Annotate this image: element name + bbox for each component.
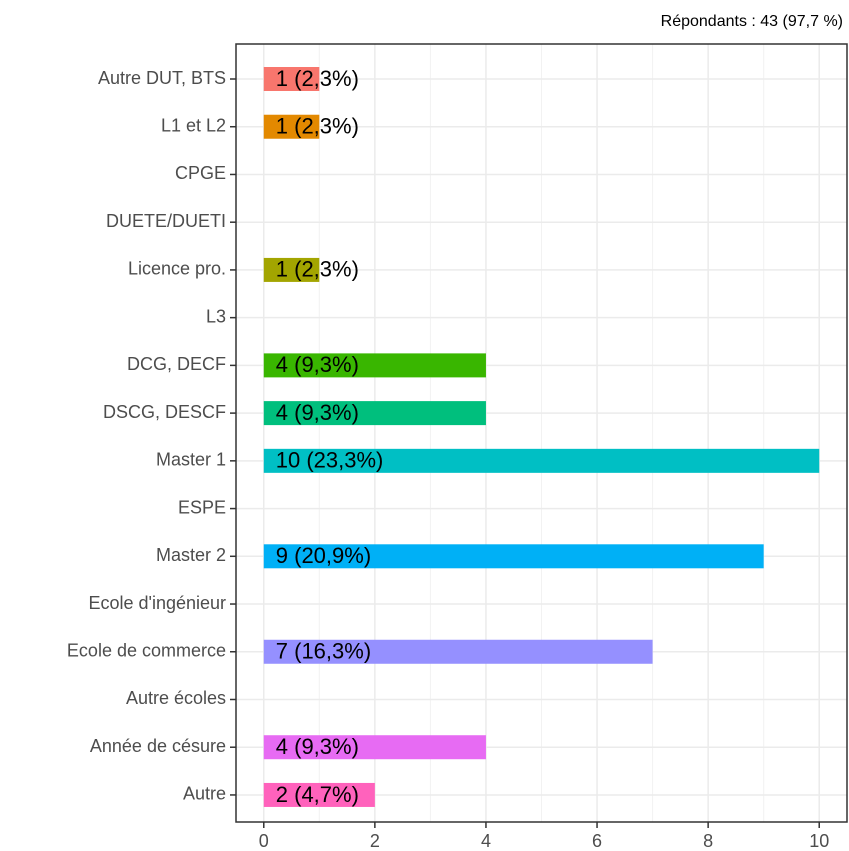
y-tick-label: ESPE xyxy=(178,497,226,517)
x-tick-label: 10 xyxy=(809,831,829,851)
value-label: 10 (23,3%) xyxy=(276,448,384,473)
value-label: 1 (2,3%) xyxy=(276,66,359,91)
value-label: 9 (20,9%) xyxy=(276,543,371,568)
value-label: 7 (16,3%) xyxy=(276,639,371,664)
y-tick-label: L1 et L2 xyxy=(161,115,226,135)
bar xyxy=(263,401,486,426)
bar xyxy=(263,114,320,139)
subtitle: Répondants : 43 (97,7 %) xyxy=(661,13,843,30)
y-tick-label: Autre DUT, BTS xyxy=(98,68,226,88)
y-tick-label: Master 1 xyxy=(156,450,226,470)
panel-border xyxy=(235,43,848,823)
bar xyxy=(263,353,486,378)
bar xyxy=(263,67,320,91)
bar xyxy=(263,735,486,760)
y-tick-label: CPGE xyxy=(175,163,226,183)
value-label: 1 (2,3%) xyxy=(276,114,359,139)
y-tick-label: Année de césure xyxy=(90,736,226,756)
y-tick-label: DUETE/DUETI xyxy=(106,211,226,231)
y-tick-label: L3 xyxy=(206,306,226,326)
value-label: 4 (9,3%) xyxy=(276,400,359,425)
bar xyxy=(263,257,320,282)
y-tick-label: Ecole de commerce xyxy=(67,641,226,661)
y-tick-label: Autre écoles xyxy=(126,688,226,708)
bar xyxy=(263,782,375,807)
y-tick-label: DCG, DECF xyxy=(127,354,226,374)
value-label: 4 (9,3%) xyxy=(276,734,359,759)
x-tick-label: 2 xyxy=(370,831,380,851)
x-tick-label: 4 xyxy=(481,831,491,851)
bar xyxy=(263,448,820,473)
y-tick-label: DSCG, DESCF xyxy=(103,402,226,422)
bar xyxy=(263,639,653,664)
y-tick-label: Licence pro. xyxy=(128,259,226,279)
x-tick-label: 6 xyxy=(592,831,602,851)
y-tick-label: Master 2 xyxy=(156,545,226,565)
y-tick-label: Autre xyxy=(183,784,226,804)
value-label: 4 (9,3%) xyxy=(276,352,359,377)
value-label: 1 (2,3%) xyxy=(276,257,359,282)
x-tick-label: 0 xyxy=(259,831,269,851)
value-label: 2 (4,7%) xyxy=(276,782,359,807)
y-tick-label: Ecole d'ingénieur xyxy=(88,593,226,613)
x-tick-label: 8 xyxy=(703,831,713,851)
bar xyxy=(263,544,764,569)
